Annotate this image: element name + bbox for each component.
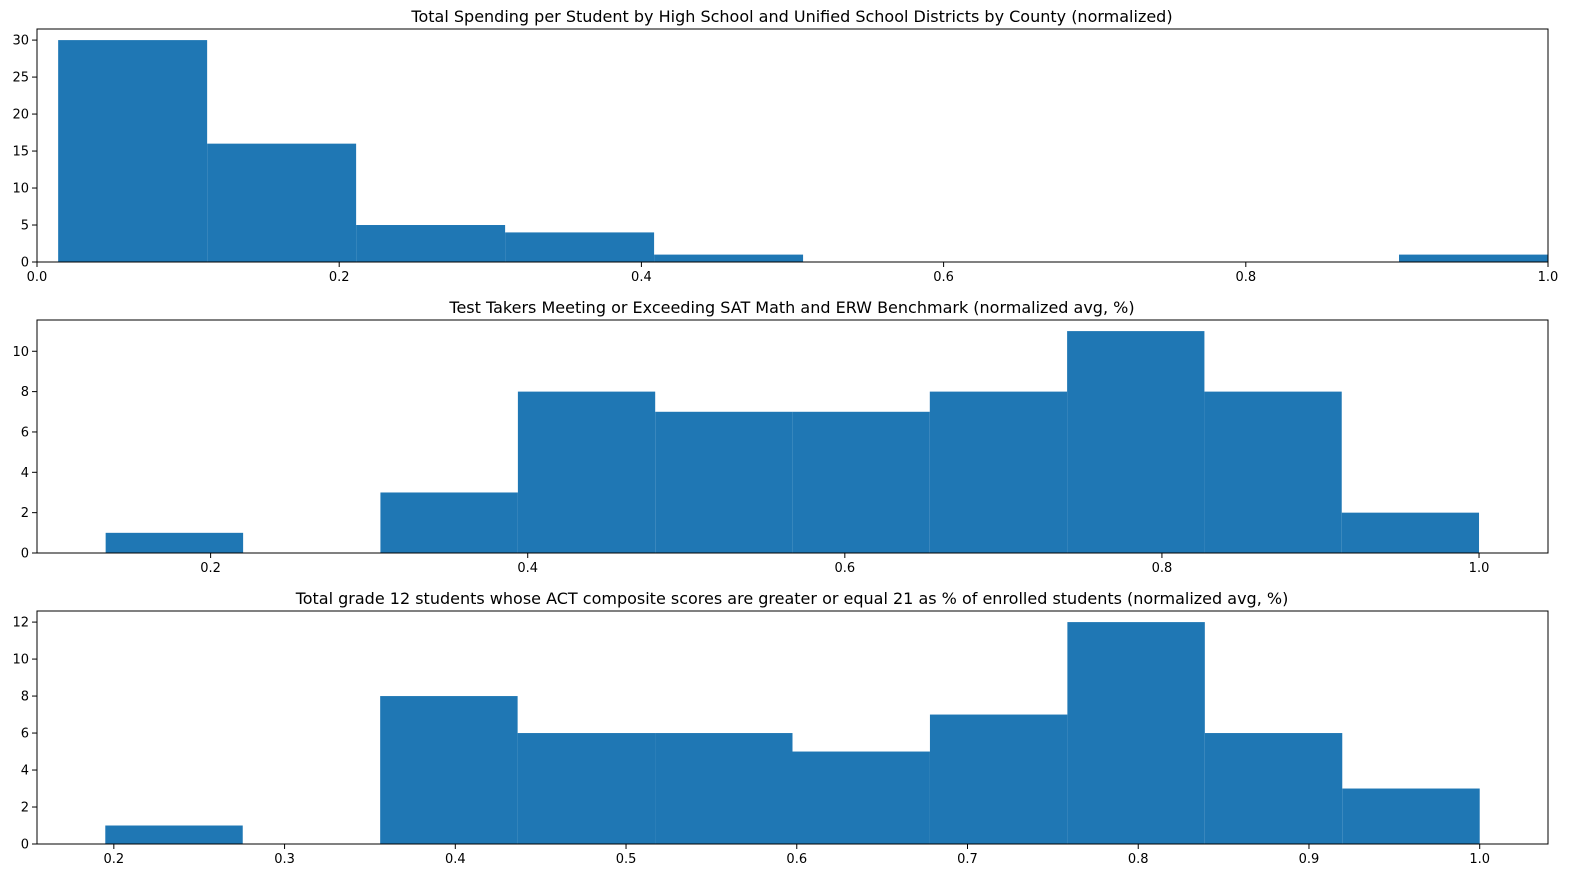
sat-histogram-bar-5	[792, 411, 930, 553]
spending-y-axis-ticks: 0 5 10 15 20 25 30	[12, 34, 37, 271]
spending-y-tick-label: 25	[12, 71, 29, 86]
sat-bars	[105, 331, 1480, 553]
spending-x-tick-label: 0.2	[329, 270, 350, 285]
spending-bars	[58, 40, 1548, 262]
act-chart-title: Total grade 12 students whose ACT compos…	[295, 589, 1289, 608]
sat-histogram-bar-7	[1067, 331, 1205, 553]
spending-histogram-bar-4	[654, 254, 804, 262]
spending-y-tick-label: 10	[12, 182, 29, 197]
act-bars	[105, 622, 1480, 844]
sat-histogram-bar-3	[517, 391, 656, 553]
act-y-tick-label: 10	[12, 653, 29, 668]
spending-histogram-bar-2	[356, 225, 506, 262]
sat-histogram-bar-8	[1204, 391, 1342, 553]
sat-histogram-panel: Test Takers Meeting or Exceeding SAT Mat…	[12, 298, 1549, 576]
act-y-tick-label: 4	[21, 764, 29, 779]
act-y-tick-label: 12	[12, 616, 29, 631]
act-histogram-panel: Total grade 12 students whose ACT compos…	[12, 589, 1549, 867]
act-histogram-bar-7	[1067, 622, 1205, 844]
spending-y-tick-label: 30	[12, 34, 29, 49]
act-x-tick-label: 0.6	[786, 852, 807, 867]
act-x-tick-label: 0.2	[103, 852, 124, 867]
act-y-tick-label: 6	[21, 727, 29, 742]
act-y-tick-label: 0	[21, 838, 29, 853]
spending-y-tick-label: 5	[21, 219, 29, 234]
sat-y-tick-label: 10	[12, 345, 29, 360]
act-y-tick-label: 8	[21, 690, 29, 705]
sat-x-tick-label: 0.6	[834, 561, 855, 576]
sat-histogram-bar-2	[380, 492, 518, 553]
act-x-axis-ticks: 0.2 0.3 0.4 0.5 0.6 0.7 0.8 0.9 1.0	[103, 844, 1490, 867]
spending-y-tick-label: 15	[12, 145, 29, 160]
act-histogram-bar-0	[105, 825, 243, 844]
sat-y-tick-label: 6	[21, 425, 29, 440]
act-x-tick-label: 0.5	[616, 852, 637, 867]
sat-x-tick-label: 0.2	[200, 561, 221, 576]
spending-x-tick-label: 0.0	[27, 270, 48, 285]
sat-axes-frame	[36, 319, 1549, 554]
act-y-axis-ticks: 0 2 4 6 8 10 12	[12, 616, 37, 853]
sat-histogram-bar-9	[1341, 512, 1480, 553]
act-x-tick-label: 1.0	[1469, 852, 1490, 867]
spending-axes-frame	[36, 28, 1549, 263]
spending-x-tick-label: 0.6	[933, 270, 954, 285]
sat-chart-title: Test Takers Meeting or Exceeding SAT Mat…	[448, 298, 1134, 317]
act-x-tick-label: 0.7	[957, 852, 978, 867]
act-histogram-bar-3	[517, 733, 656, 844]
spending-chart-title: Total Spending per Student by High Schoo…	[410, 7, 1172, 26]
sat-y-tick-label: 4	[21, 466, 29, 481]
act-x-tick-label: 0.4	[445, 852, 466, 867]
spending-histogram-bar-1	[207, 143, 357, 262]
sat-x-axis-ticks: 0.2 0.4 0.6 0.8 1.0	[200, 553, 1489, 576]
act-axes-frame	[36, 610, 1549, 845]
sat-x-tick-label: 0.8	[1152, 561, 1173, 576]
sat-y-tick-label: 2	[21, 506, 29, 521]
act-histogram-bar-6	[929, 714, 1068, 844]
sat-histogram-bar-6	[929, 391, 1068, 553]
sat-histogram-bar-0	[105, 532, 244, 553]
spending-y-tick-label: 20	[12, 108, 29, 123]
sat-x-tick-label: 1.0	[1469, 561, 1490, 576]
spending-x-tick-label: 0.4	[631, 270, 652, 285]
act-histogram-bar-8	[1204, 733, 1343, 844]
act-histogram-bar-5	[792, 751, 930, 844]
spending-histogram-panel: Total Spending per Student by High Schoo…	[12, 7, 1558, 285]
act-histogram-bar-9	[1342, 788, 1480, 844]
spending-x-tick-label: 0.8	[1235, 270, 1256, 285]
act-y-tick-label: 2	[21, 801, 29, 816]
spending-y-tick-label: 0	[21, 256, 29, 271]
spending-x-tick-label: 1.0	[1538, 270, 1559, 285]
sat-y-tick-label: 8	[21, 385, 29, 400]
act-histogram-bar-4	[655, 733, 793, 844]
act-x-tick-label: 0.3	[274, 852, 295, 867]
act-x-tick-label: 0.9	[1299, 852, 1320, 867]
act-histogram-bar-2	[380, 696, 518, 844]
sat-histogram-bar-4	[655, 411, 793, 553]
act-x-tick-label: 0.8	[1128, 852, 1149, 867]
sat-x-tick-label: 0.4	[517, 561, 538, 576]
spending-histogram-bar-3	[505, 232, 655, 262]
sat-y-tick-label: 0	[21, 547, 29, 562]
sat-y-axis-ticks: 0 2 4 6 8 10	[12, 345, 37, 562]
spending-x-axis-ticks: 0.0 0.2 0.4 0.6 0.8 1.0	[27, 262, 1559, 285]
spending-histogram-bar-0	[58, 40, 208, 262]
spending-histogram-bar-9	[1399, 254, 1548, 262]
